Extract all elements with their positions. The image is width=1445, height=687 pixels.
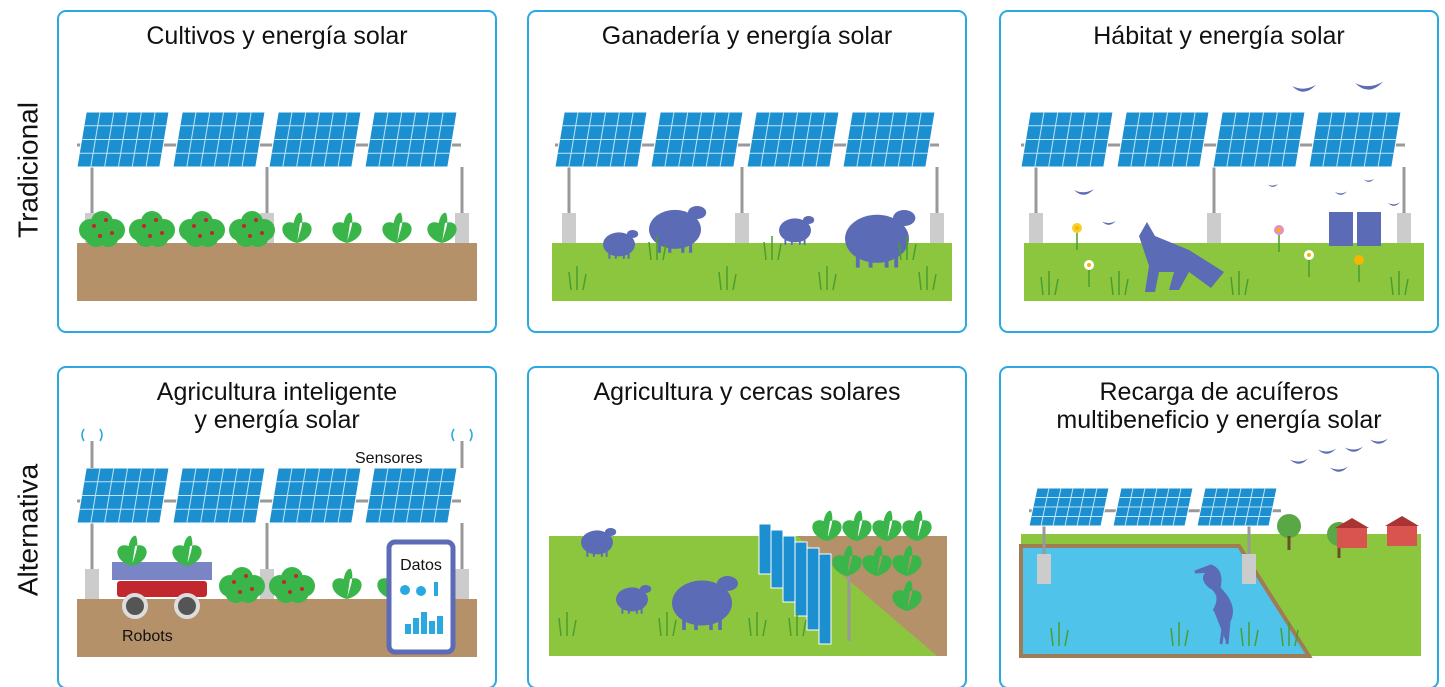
house	[1337, 528, 1367, 548]
tree	[1277, 514, 1301, 538]
sheep-head	[803, 216, 814, 224]
robot-label: Robots	[122, 628, 173, 645]
post-base	[1037, 554, 1051, 584]
flower-center	[1075, 226, 1079, 230]
house	[1387, 526, 1417, 546]
bar-icon	[437, 616, 443, 634]
fence-panel	[807, 548, 819, 630]
ground	[77, 243, 477, 301]
robot-wheel	[124, 595, 146, 617]
panel: Agricultura y cercas solares	[528, 367, 966, 687]
fence-panel	[771, 530, 783, 588]
sheep-head	[627, 230, 638, 238]
post-base	[930, 213, 944, 243]
bar-icon	[421, 612, 427, 634]
sheep-head	[893, 210, 915, 226]
berry	[198, 234, 202, 238]
post-base	[735, 213, 749, 243]
beehive	[1329, 212, 1353, 246]
berry	[238, 590, 242, 594]
panel-title: Agricultura inteligente	[157, 378, 397, 406]
panel-title: Cultivos y energía solar	[146, 22, 407, 50]
berry	[154, 218, 158, 222]
drop-icon	[416, 586, 426, 596]
berry	[98, 234, 102, 238]
berry	[248, 234, 252, 238]
berry	[142, 224, 146, 228]
data-label: Datos	[400, 557, 442, 574]
berry	[254, 218, 258, 222]
panel-title: Ganadería y energía solar	[602, 22, 892, 50]
berry	[92, 224, 96, 228]
flower-center	[1307, 253, 1311, 257]
sheep-head	[640, 585, 651, 593]
fence-panel	[795, 542, 807, 616]
panel: Hábitat y energía solar	[1000, 11, 1438, 332]
fence-panel	[819, 554, 831, 644]
post-base	[85, 569, 99, 599]
post-base	[1397, 213, 1411, 243]
panel: Ganadería y energía solar	[528, 11, 966, 332]
post-base	[455, 213, 469, 243]
berry	[210, 231, 214, 235]
figure: Tradicional Alternativa Cultivos y energía…	[0, 0, 1445, 687]
sensor-label: Sensores	[355, 450, 423, 467]
berry	[192, 224, 196, 228]
post-base	[455, 569, 469, 599]
bar-icon	[429, 621, 435, 634]
row-label: Alternativa	[12, 463, 43, 596]
flower-center	[1357, 258, 1361, 262]
flower-center	[1087, 263, 1091, 267]
bar-icon	[405, 624, 411, 634]
beehive	[1357, 212, 1381, 246]
post-base	[1242, 554, 1256, 584]
panel-title: multibeneficio y energía solar	[1056, 406, 1381, 434]
berry	[300, 587, 304, 591]
thermo-icon	[434, 582, 438, 596]
berry	[148, 234, 152, 238]
row-label: Tradicional	[12, 102, 43, 238]
berry	[250, 587, 254, 591]
robot-tray	[112, 562, 212, 580]
sheep-head	[717, 576, 738, 591]
panel-title: Recarga de acuíferos	[1099, 378, 1338, 406]
panel: Cultivos y energía solar	[58, 11, 496, 332]
flower-center	[1277, 228, 1281, 232]
berry	[294, 574, 298, 578]
berry	[110, 231, 114, 235]
berry	[260, 231, 264, 235]
sun-icon	[400, 585, 410, 595]
panel-title: Hábitat y energía solar	[1093, 22, 1345, 50]
post-base	[1207, 213, 1221, 243]
bar-icon	[413, 618, 419, 634]
robot-wheel	[176, 595, 198, 617]
panel-title: Agricultura y cercas solares	[593, 378, 900, 406]
berry	[204, 218, 208, 222]
post-base	[1029, 213, 1043, 243]
berry	[104, 218, 108, 222]
sheep-head	[605, 528, 616, 536]
panel-title: y energía solar	[194, 406, 359, 434]
berry	[244, 574, 248, 578]
fence-panel	[759, 524, 771, 574]
berry	[160, 231, 164, 235]
post-base	[562, 213, 576, 243]
berry	[282, 580, 286, 584]
berry	[232, 580, 236, 584]
berry	[288, 590, 292, 594]
fence-panel	[783, 536, 795, 602]
berry	[242, 224, 246, 228]
sheep-head	[688, 206, 706, 219]
